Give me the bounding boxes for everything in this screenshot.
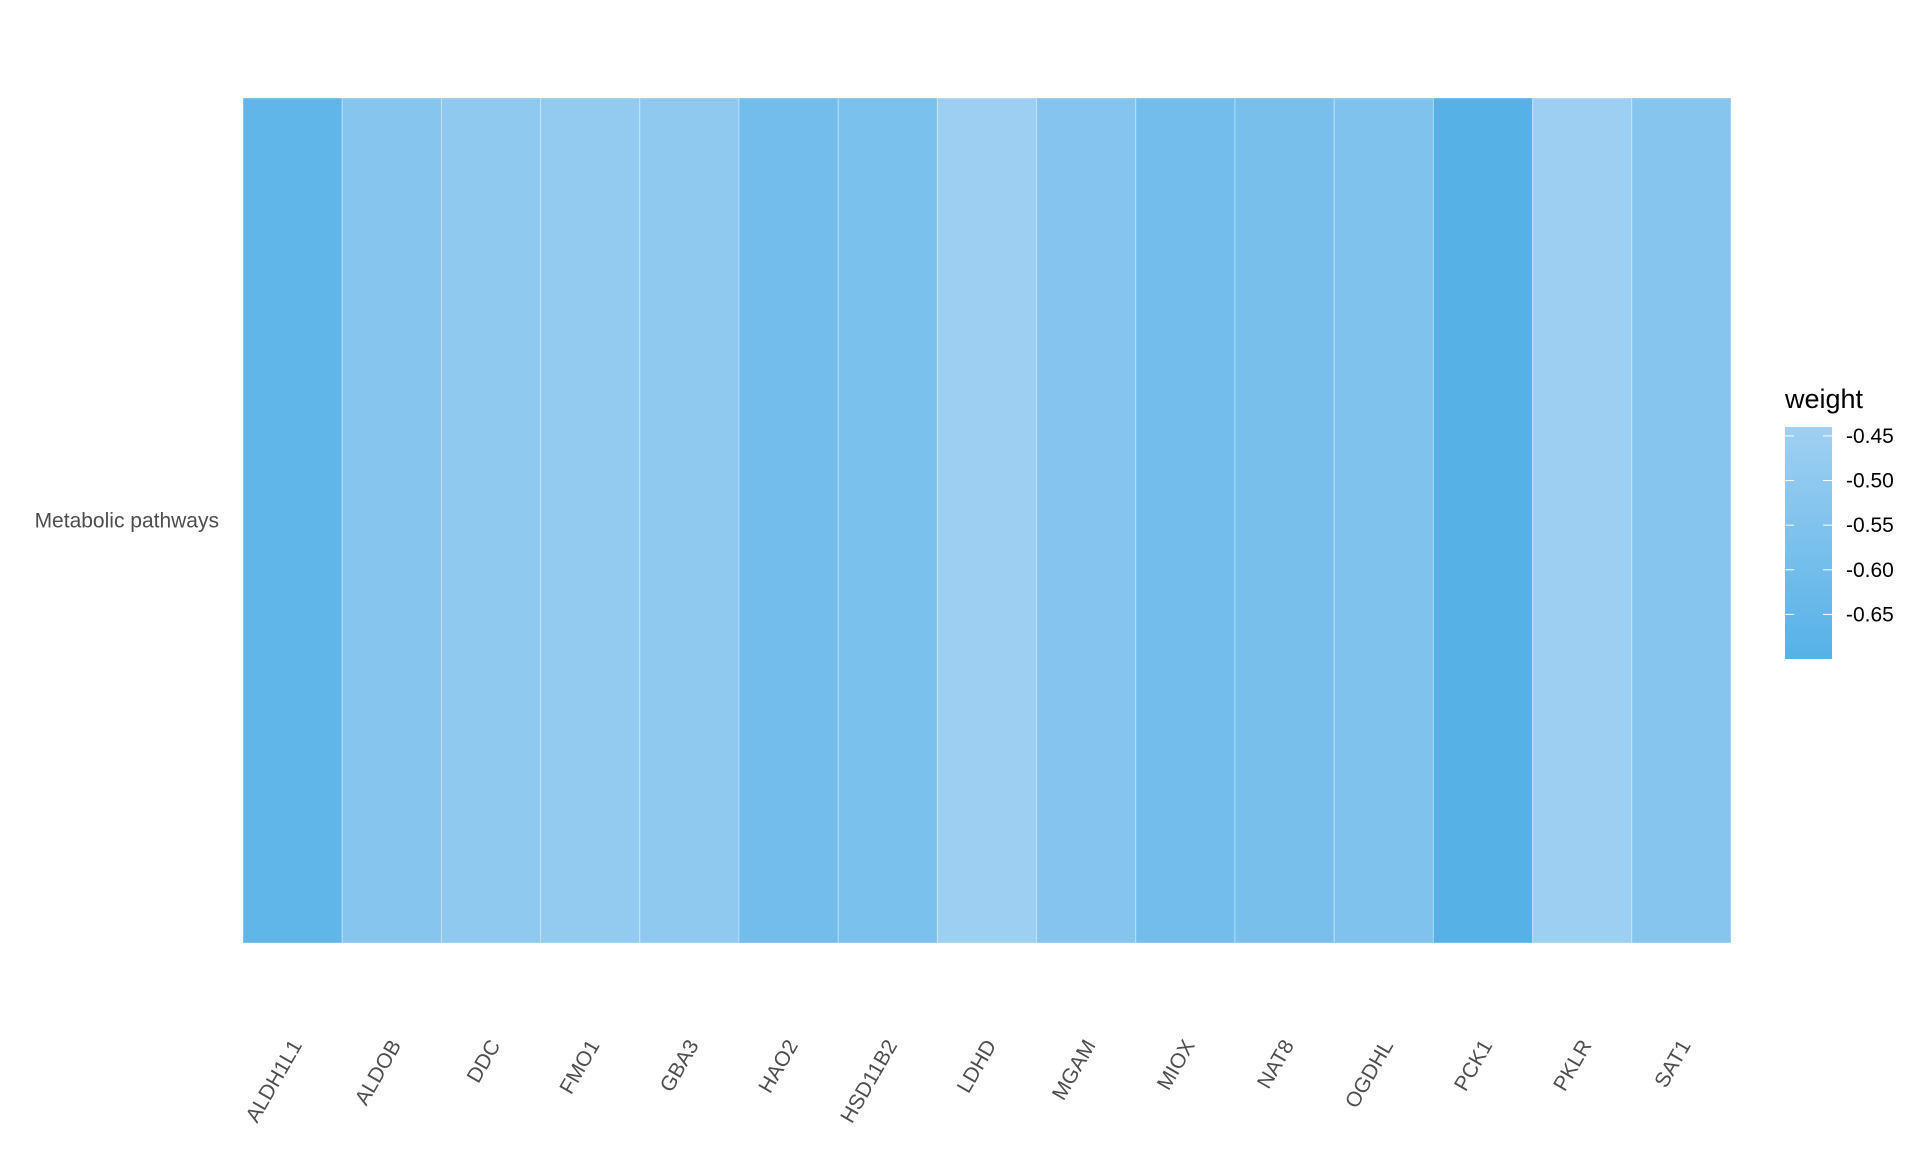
heat-cell: [1532, 97, 1633, 944]
x-tick-label: PCK1: [1450, 1036, 1497, 1095]
heat-cell: [1135, 97, 1236, 944]
heat-cell: [1333, 97, 1434, 944]
x-tick-label: ALDOB: [351, 1036, 407, 1109]
heat-cell: [1036, 97, 1137, 944]
y-tick-label: Metabolic pathways: [35, 510, 219, 533]
x-tick-label: ALDH1L1: [241, 1036, 306, 1126]
heat-cell: [639, 97, 740, 944]
heat-cell: [1432, 97, 1534, 944]
legend-tick-label: -0.55: [1846, 514, 1894, 537]
heat-cell: [540, 97, 641, 944]
x-tick-label: PKLR: [1549, 1036, 1596, 1095]
heat-cell: [738, 97, 839, 944]
heat-cell: [242, 97, 343, 944]
x-tick-label: SAT1: [1650, 1036, 1695, 1092]
x-tick-label: NAT8: [1253, 1036, 1299, 1093]
x-tick-label: GBA3: [656, 1036, 704, 1096]
x-tick-label: HSD11B2: [836, 1036, 902, 1127]
heat-cell: [1234, 97, 1335, 944]
x-tick-label: FMO1: [555, 1036, 604, 1098]
legend-tick-label: -0.50: [1846, 470, 1894, 493]
x-tick-label: MIOX: [1153, 1036, 1200, 1094]
x-tick-label: MGAM: [1048, 1036, 1101, 1104]
legend-title: weight: [1784, 384, 1864, 414]
heat-cell: [341, 97, 442, 944]
legend-tick-label: -0.65: [1846, 603, 1894, 626]
heat-cell: [837, 97, 938, 944]
legend-tick-label: -0.60: [1846, 559, 1894, 582]
heat-cell: [936, 97, 1038, 944]
x-tick-label: HAO2: [754, 1036, 803, 1097]
colorbar: [1785, 427, 1832, 659]
heat-cell: [1631, 97, 1732, 944]
legend-tick-label: -0.45: [1846, 425, 1894, 448]
x-tick-label: OGDHL: [1341, 1036, 1398, 1112]
x-tick-label: DDC: [463, 1036, 506, 1087]
x-tick-label: LDHD: [953, 1036, 1002, 1097]
heat-cell: [440, 97, 542, 944]
